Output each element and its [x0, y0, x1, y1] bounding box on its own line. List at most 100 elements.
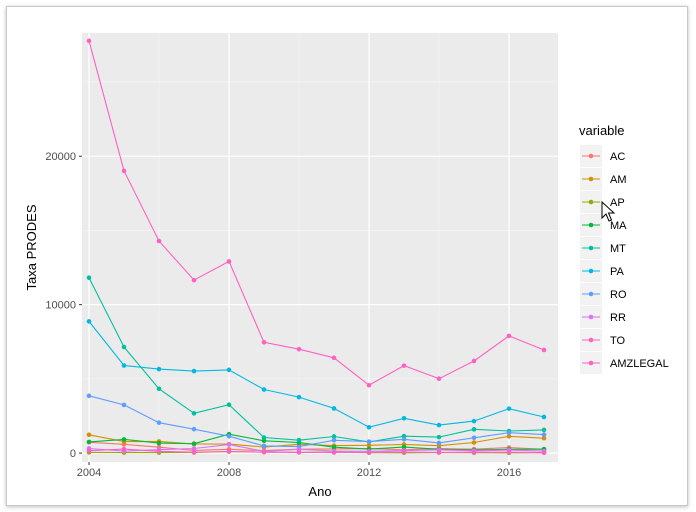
data-point — [401, 449, 407, 455]
y-tick-label: 20000 — [45, 151, 76, 163]
data-point — [121, 363, 127, 368]
data-point — [156, 366, 162, 372]
data-point — [121, 446, 127, 452]
data-point — [541, 427, 547, 433]
data-point — [506, 449, 512, 455]
data-point — [436, 422, 442, 428]
data-point — [121, 437, 127, 442]
minor-gridlines — [82, 33, 558, 462]
legend-label: MT — [610, 243, 626, 255]
data-point — [261, 449, 267, 455]
legend-item-ap: AP — [580, 191, 625, 213]
data-point — [331, 437, 337, 443]
data-point — [226, 402, 232, 408]
data-point — [471, 427, 477, 432]
data-point — [541, 414, 547, 420]
data-point — [296, 437, 302, 443]
legend-label: AP — [610, 197, 625, 209]
legend-key-point — [588, 268, 594, 274]
data-point — [156, 238, 162, 244]
series-layer — [86, 38, 547, 456]
series-amzlegal — [86, 38, 547, 388]
y-tick-label: 0 — [70, 448, 76, 460]
data-point — [331, 450, 337, 455]
legend-label: AM — [610, 174, 627, 186]
x-tick-label: 2012 — [357, 467, 381, 479]
data-point — [121, 344, 127, 350]
legend-label: AC — [610, 151, 625, 163]
y-axis-title: Taxa PRODES — [24, 204, 39, 290]
data-point — [296, 394, 302, 400]
data-point — [86, 448, 92, 454]
data-point — [86, 38, 92, 44]
data-point — [191, 426, 197, 432]
legend-item-to: TO — [580, 329, 626, 351]
series-line — [88, 448, 545, 454]
data-point — [261, 438, 267, 444]
legend-item-ma: MA — [580, 214, 627, 236]
legend-key-point — [588, 245, 594, 251]
series-to — [86, 446, 547, 455]
data-point — [366, 439, 372, 444]
data-point — [436, 434, 442, 440]
data-point — [261, 435, 267, 440]
legend-item-ac: AC — [580, 145, 625, 167]
data-point — [506, 406, 512, 411]
series-pa — [86, 319, 547, 430]
data-point — [226, 449, 232, 454]
data-point — [541, 435, 547, 441]
legend-item-am: AM — [580, 168, 627, 190]
legend: variable AC AM AP MA MT PA RO RR TO AMZLEGAL — [579, 123, 669, 374]
data-point — [506, 333, 512, 339]
data-point — [541, 347, 547, 353]
legend-key-point — [588, 176, 594, 182]
data-point — [191, 449, 197, 455]
data-point — [471, 358, 477, 364]
legend-key-point — [588, 153, 594, 159]
series-line — [88, 444, 545, 452]
data-point — [366, 424, 372, 430]
legend-key-point — [588, 291, 594, 297]
data-point — [471, 435, 477, 441]
data-point — [86, 432, 92, 438]
legend-item-mt: MT — [580, 237, 626, 259]
data-point — [261, 339, 267, 345]
data-point — [226, 367, 232, 373]
data-point — [191, 411, 197, 416]
data-point — [86, 319, 92, 324]
data-point — [121, 168, 127, 174]
data-point — [401, 444, 407, 450]
data-point — [331, 355, 337, 361]
data-point — [331, 406, 337, 411]
data-point — [401, 436, 407, 442]
data-point — [86, 275, 92, 281]
legend-key-point — [588, 222, 594, 228]
data-point — [191, 277, 197, 283]
data-point — [226, 433, 232, 439]
data-point — [436, 440, 442, 446]
y-tick-label: 10000 — [45, 300, 76, 312]
data-point — [331, 434, 337, 439]
data-point — [506, 430, 512, 435]
legend-key-point — [588, 337, 594, 343]
data-point — [471, 449, 477, 455]
data-point — [471, 440, 477, 445]
data-point — [436, 450, 442, 455]
x-tick-label: 2004 — [77, 467, 101, 479]
data-point — [261, 443, 267, 449]
plot-panel — [82, 33, 558, 462]
legend-label: PA — [610, 266, 625, 278]
data-point — [226, 442, 232, 447]
series-line — [88, 395, 545, 448]
x-axis-title: Ano — [308, 484, 331, 499]
legend-item-amzlegal: AMZLEGAL — [580, 352, 669, 374]
data-point — [191, 441, 197, 447]
legend-key-point — [588, 314, 594, 320]
data-point — [436, 376, 442, 381]
legend-item-rr: RR — [580, 306, 626, 328]
data-point — [471, 418, 477, 424]
data-point — [86, 439, 92, 445]
legend-label: RR — [610, 312, 626, 324]
legend-label: RO — [610, 289, 627, 301]
